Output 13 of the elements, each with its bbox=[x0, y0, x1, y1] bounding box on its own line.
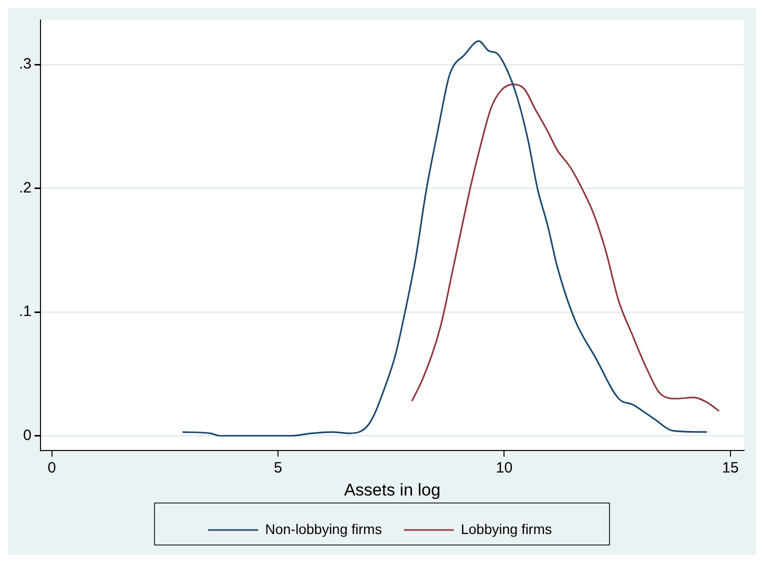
y-tick-label: .2 bbox=[18, 179, 32, 196]
y-tick-label: .1 bbox=[18, 303, 32, 320]
x-tick-label: 5 bbox=[274, 460, 282, 477]
x-tick-label: 0 bbox=[48, 460, 56, 477]
legend-label: Non-lobbying firms bbox=[265, 520, 382, 537]
y-tick-label: 0 bbox=[23, 426, 32, 444]
x-tick-label: 15 bbox=[722, 460, 739, 477]
x-tick-label: 10 bbox=[496, 460, 513, 477]
legend-label: Lobbying firms bbox=[460, 520, 552, 537]
line-series bbox=[182, 40, 708, 437]
x-axis-title: Assets in log bbox=[344, 480, 440, 500]
line-series bbox=[411, 84, 720, 412]
y-tick-label: .3 bbox=[18, 56, 32, 73]
